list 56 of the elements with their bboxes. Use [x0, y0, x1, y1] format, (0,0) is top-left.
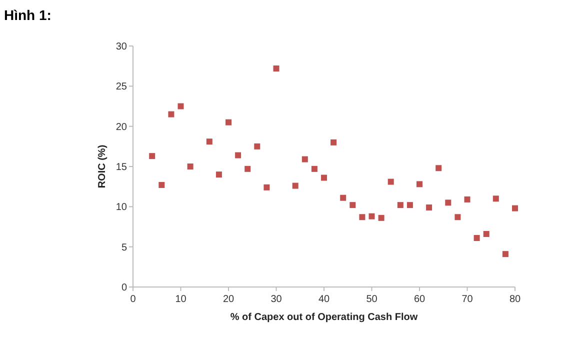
x-tick-label: 0 [130, 294, 136, 305]
point [292, 182, 298, 189]
x-tick-label: 40 [318, 294, 330, 305]
point [264, 184, 270, 190]
point [406, 202, 413, 208]
point [474, 234, 480, 241]
y-tick-label: 25 [116, 82, 128, 93]
point [302, 156, 308, 162]
y-tick-label: 15 [116, 162, 128, 173]
x-tick-label: 70 [462, 294, 474, 305]
point [216, 172, 222, 178]
point [464, 196, 470, 202]
point [359, 214, 366, 220]
point [311, 166, 318, 172]
point [244, 166, 251, 172]
point [226, 119, 232, 126]
point [502, 251, 508, 258]
point [397, 202, 404, 208]
y-axis-title: ROIC (%) [97, 144, 108, 188]
point [235, 152, 242, 158]
point [350, 202, 356, 208]
point [512, 205, 518, 212]
point [416, 181, 422, 188]
x-tick-label: 20 [222, 294, 234, 305]
point [388, 178, 394, 185]
y-tick-label: 5 [121, 242, 128, 254]
point [149, 153, 156, 160]
point [168, 111, 174, 118]
point [492, 196, 499, 202]
y-tick-label: 30 [116, 42, 128, 52]
y-tick-label: 10 [116, 202, 128, 214]
chart-title: Hình 1: [4, 7, 52, 23]
x-tick-label: 50 [366, 294, 378, 305]
point [206, 138, 212, 145]
x-tick-label: 80 [509, 294, 521, 305]
point [454, 214, 461, 220]
point [330, 139, 337, 146]
point [158, 182, 165, 188]
y-tick-label: 20 [116, 122, 128, 133]
point [340, 194, 346, 201]
point [321, 174, 327, 181]
y-tick-label: 0 [121, 282, 128, 294]
point [483, 230, 490, 237]
point [273, 65, 280, 72]
x-tick-label: 60 [414, 294, 426, 305]
point [178, 103, 184, 110]
x-tick-label: 10 [175, 294, 187, 305]
point [254, 143, 260, 150]
point [187, 164, 194, 170]
point [436, 165, 442, 172]
x-axis-title: % of Capex out of Operating Cash Flow [230, 312, 418, 323]
point [445, 200, 452, 206]
point [426, 204, 432, 210]
point [378, 214, 384, 221]
x-tick-label: 30 [270, 294, 282, 305]
point [368, 213, 375, 220]
